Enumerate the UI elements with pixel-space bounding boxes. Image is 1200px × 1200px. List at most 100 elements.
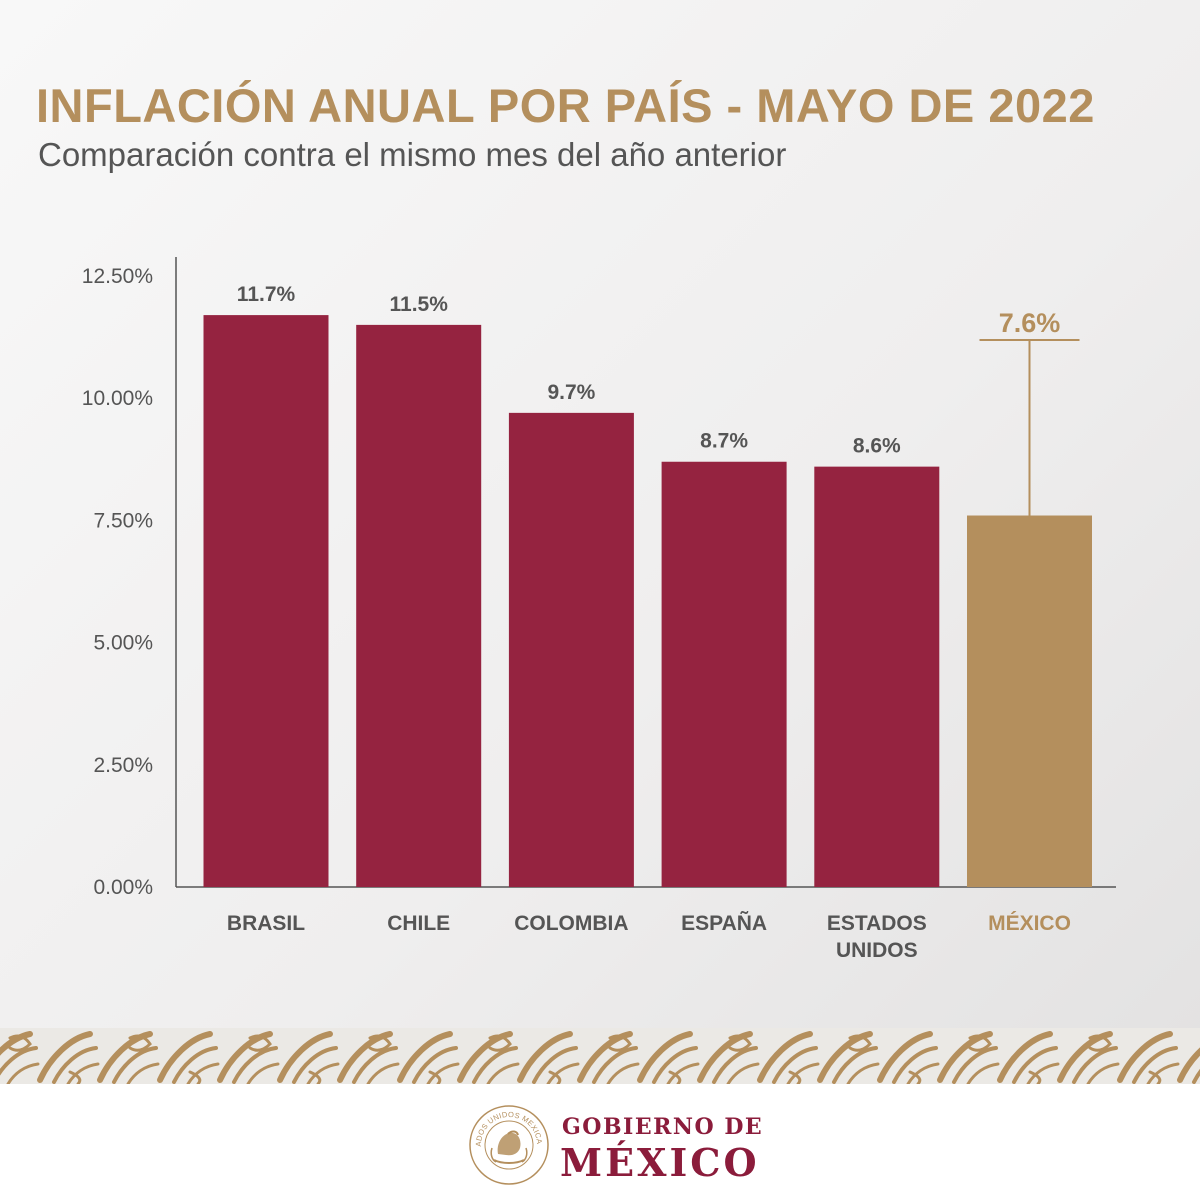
ornament-stroke bbox=[457, 1031, 513, 1083]
ornament-stroke bbox=[308, 1070, 322, 1084]
x-category-label: BRASIL bbox=[227, 912, 305, 935]
ornament-stroke bbox=[412, 1046, 458, 1084]
ornament-stroke bbox=[186, 1062, 220, 1084]
ornament-stroke bbox=[6, 1062, 40, 1084]
ornament-stroke bbox=[846, 1062, 880, 1084]
value-label: 7.6% bbox=[999, 308, 1061, 338]
ornament-stroke bbox=[188, 1070, 202, 1084]
value-label: 11.5% bbox=[390, 293, 449, 316]
ornament-stroke bbox=[472, 1046, 518, 1084]
bar-chart: 0.00% 2.50% 5.00% 7.50% 10.00% 12.50% 11.7% BRA… bbox=[82, 257, 1116, 962]
ornament-pattern bbox=[0, 1031, 1200, 1084]
ornament-stroke bbox=[426, 1062, 460, 1084]
ornament-stroke bbox=[968, 1034, 992, 1052]
ornament-stroke bbox=[637, 1031, 693, 1083]
ornament-stroke bbox=[966, 1062, 1000, 1084]
national-seal-logo: ESTADOS UNIDOS MEXICANOS bbox=[468, 1104, 549, 1185]
ornament-stroke bbox=[548, 1070, 562, 1084]
ornament-stroke bbox=[546, 1062, 580, 1084]
ornament-stroke bbox=[652, 1046, 698, 1084]
ornament-stroke bbox=[157, 1031, 213, 1083]
bar-méxico bbox=[967, 515, 1092, 887]
value-label: 8.7% bbox=[700, 430, 748, 453]
ornament-stroke bbox=[1117, 1031, 1173, 1083]
ornament-stroke bbox=[908, 1070, 922, 1084]
ornament-stroke bbox=[248, 1034, 272, 1052]
x-category-label: ESTADOS bbox=[827, 912, 927, 935]
ornament-stroke bbox=[428, 1070, 442, 1084]
ornament-stroke bbox=[277, 1031, 333, 1083]
ornament-stroke bbox=[488, 1034, 512, 1052]
chart-title: INFLACIÓN ANUAL POR PAÍS - MAYO DE 2022 bbox=[36, 79, 1095, 132]
ornament-stroke bbox=[397, 1031, 453, 1083]
ornament-stroke bbox=[786, 1062, 820, 1084]
ornament-stroke bbox=[608, 1034, 632, 1052]
ornament-stroke bbox=[1177, 1047, 1200, 1083]
y-tick-label: 10.00% bbox=[82, 387, 153, 410]
ornament-stroke bbox=[126, 1062, 160, 1084]
ornament-stroke bbox=[8, 1034, 32, 1052]
ornament-stroke bbox=[832, 1046, 878, 1084]
x-category-label: ESPAÑA bbox=[681, 912, 767, 935]
ornament-stroke bbox=[877, 1031, 933, 1083]
ornament-stroke bbox=[352, 1046, 398, 1084]
ornament-stroke bbox=[712, 1046, 758, 1084]
ornament-stroke bbox=[66, 1062, 100, 1084]
ornament-stroke bbox=[0, 1046, 38, 1076]
ornament-stroke bbox=[1132, 1046, 1178, 1084]
bar-brasil bbox=[203, 315, 329, 887]
ornament-stroke bbox=[592, 1046, 638, 1084]
y-tick-label: 2.50% bbox=[93, 754, 153, 777]
ornament-stroke bbox=[728, 1034, 752, 1052]
ornament-stroke bbox=[997, 1031, 1053, 1083]
ornament-stroke bbox=[217, 1031, 273, 1083]
ornament-stroke bbox=[366, 1062, 400, 1084]
ornament-stroke bbox=[906, 1062, 940, 1084]
ornament-stroke bbox=[697, 1031, 753, 1083]
ornament-stroke bbox=[1086, 1062, 1120, 1084]
ornament-stroke bbox=[757, 1031, 813, 1083]
ornament-stroke bbox=[892, 1046, 938, 1084]
value-label: 8.6% bbox=[853, 435, 901, 458]
ornament-stroke bbox=[112, 1046, 158, 1084]
chart-subtitle: Comparación contra el mismo mes del año … bbox=[38, 136, 787, 173]
x-category-label: UNIDOS bbox=[836, 939, 918, 962]
bar-españa bbox=[661, 461, 787, 887]
bar-chile bbox=[356, 324, 482, 887]
ornament-stroke bbox=[772, 1046, 818, 1084]
y-tick-label: 0.00% bbox=[93, 876, 153, 899]
ornament-stroke bbox=[848, 1034, 872, 1052]
ornament-stroke bbox=[577, 1031, 633, 1083]
ornament-stroke bbox=[726, 1062, 760, 1084]
ornament-stroke bbox=[668, 1070, 682, 1084]
value-label: 9.7% bbox=[547, 381, 595, 404]
footer: ESTADOS UNIDOS MEXICANOS GOBIERNO DE MÉX… bbox=[0, 1084, 1200, 1200]
ornament-stroke bbox=[246, 1062, 280, 1084]
ornament-stroke bbox=[1026, 1062, 1060, 1084]
x-category-label: COLOMBIA bbox=[514, 912, 628, 935]
ornament-stroke bbox=[606, 1062, 640, 1084]
y-tick-label: 12.50% bbox=[82, 265, 153, 288]
decorative-pattern-band bbox=[0, 1028, 1200, 1084]
ornament-stroke bbox=[368, 1034, 392, 1052]
ornament-stroke bbox=[52, 1046, 98, 1084]
ornament-stroke bbox=[337, 1031, 393, 1083]
y-tick-label: 5.00% bbox=[93, 632, 153, 655]
bar-estados-unidos bbox=[814, 466, 940, 887]
ornament-stroke bbox=[1148, 1070, 1162, 1084]
ornament-stroke bbox=[232, 1046, 278, 1084]
ornament-stroke bbox=[97, 1031, 153, 1083]
x-category-label: CHILE bbox=[387, 912, 450, 935]
ornament-stroke bbox=[1146, 1062, 1180, 1084]
bar-colombia bbox=[508, 412, 634, 887]
ornament-stroke bbox=[1192, 1068, 1200, 1084]
value-label: 11.7% bbox=[237, 283, 296, 306]
ornament-stroke bbox=[37, 1031, 93, 1083]
ornament-stroke bbox=[937, 1031, 993, 1083]
ornament-stroke bbox=[1088, 1034, 1112, 1052]
ornament-stroke bbox=[788, 1070, 802, 1084]
government-name-line2: MÉXICO bbox=[560, 1140, 760, 1185]
ornament-stroke bbox=[68, 1070, 82, 1084]
government-name-line1: GOBIERNO DE bbox=[562, 1114, 764, 1140]
ornament-stroke bbox=[1012, 1046, 1058, 1084]
